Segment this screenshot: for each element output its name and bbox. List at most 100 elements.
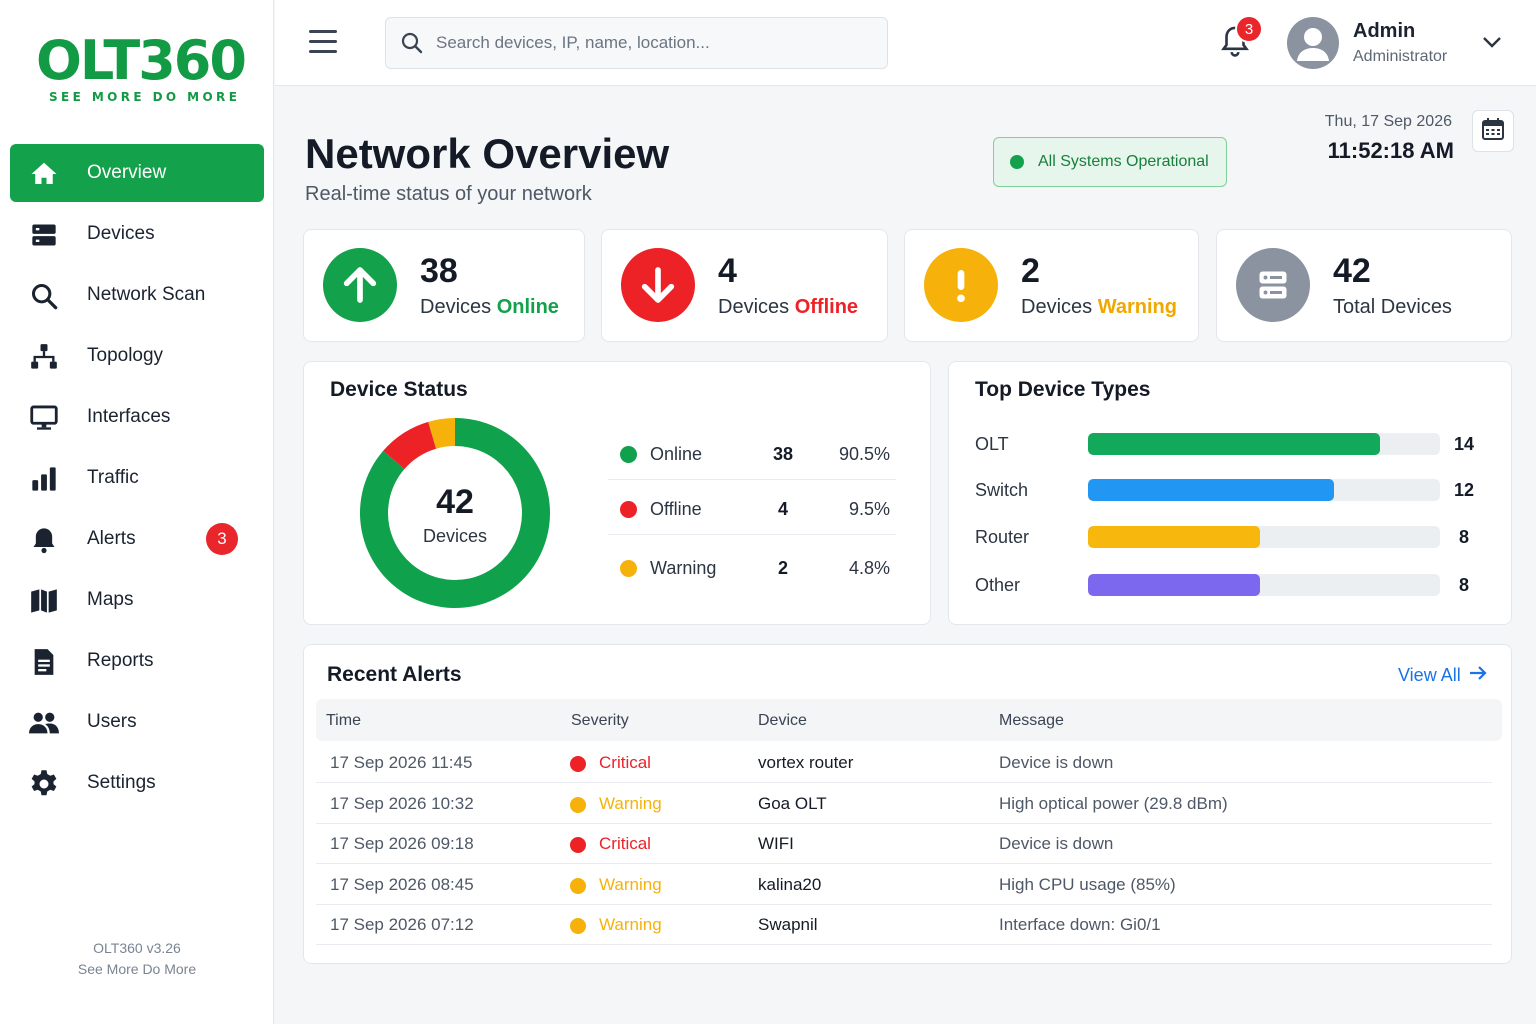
alert-time: 17 Sep 2026 10:32 xyxy=(330,793,474,813)
alert-device[interactable]: Goa OLT xyxy=(758,793,827,813)
status-row-warning: Warning 2 4.8% xyxy=(608,538,896,594)
version-number: OLT360 v3.26 xyxy=(93,940,181,956)
sidebar-item-users[interactable]: Users xyxy=(10,693,264,751)
stat-label-prefix: Devices xyxy=(718,296,795,318)
status-count: 38 xyxy=(772,444,794,464)
topology-icon xyxy=(28,341,60,373)
device-status-donut-chart xyxy=(360,418,550,608)
donut-center: 42 Devices xyxy=(360,483,550,547)
search-icon xyxy=(400,31,424,60)
stat-label-highlight: Online xyxy=(496,296,559,318)
table-row[interactable]: 17 Sep 2026 08:45 Warning kalina20 High CPU… xyxy=(316,864,1492,905)
status-count: 2 xyxy=(777,558,788,578)
alert-device[interactable]: kalina20 xyxy=(758,874,822,894)
alert-time: 17 Sep 2026 08:45 xyxy=(330,874,474,894)
donut-total: 42 xyxy=(436,483,474,521)
status-name: Online xyxy=(650,444,703,464)
sidebar-item-traffic[interactable]: Traffic xyxy=(10,449,264,507)
device-type-row: Other 8 xyxy=(975,571,1485,601)
app-version: OLT360 v3.26 See More Do More xyxy=(0,938,274,980)
sidebar-item-settings[interactable]: Settings xyxy=(10,754,264,812)
map-icon xyxy=(28,585,60,617)
sidebar-item-label: Topology xyxy=(87,345,164,366)
status-name: Warning xyxy=(650,558,717,578)
device-type-row: Switch 12 xyxy=(975,476,1485,506)
donut-slice-warning[interactable] xyxy=(428,418,455,449)
status-percent: 4.8% xyxy=(848,558,890,578)
status-row-offline: Offline 4 9.5% xyxy=(608,479,896,535)
search-icon xyxy=(28,280,60,312)
sidebar-item-topology[interactable]: Topology xyxy=(10,327,264,385)
document-icon xyxy=(28,646,60,678)
system-status-badge: All Systems Operational xyxy=(993,137,1227,187)
alert-message: High optical power (29.8 dBm) xyxy=(999,793,1228,813)
column-header[interactable]: Severity xyxy=(571,712,629,729)
sidebar-item-overview[interactable]: Overview xyxy=(10,144,264,202)
device-type-bar-track xyxy=(1088,433,1440,455)
device-type-row: OLT 14 xyxy=(975,430,1485,460)
alert-message: Device is down xyxy=(999,753,1114,772)
server-icon xyxy=(1236,248,1310,322)
sidebar-item-alerts[interactable]: Alerts 3 xyxy=(10,510,264,568)
arrow-up-icon xyxy=(323,248,397,322)
chevron-down-icon[interactable] xyxy=(1481,34,1503,55)
calendar-button[interactable] xyxy=(1472,110,1514,152)
severity-dot-icon xyxy=(570,756,586,772)
alerts-table-header: Time Severity Device Message xyxy=(316,699,1502,741)
sidebar-item-network-scan[interactable]: Network Scan xyxy=(10,266,264,324)
legend-dot-icon xyxy=(620,446,637,463)
donut-slice-offline[interactable] xyxy=(383,421,437,470)
sidebar-item-devices[interactable]: Devices xyxy=(10,205,264,263)
table-row[interactable]: 17 Sep 2026 10:32 Warning Goa OLT High opti… xyxy=(316,783,1492,824)
table-row[interactable]: 17 Sep 2026 11:45 Critical vortex router De… xyxy=(316,742,1492,783)
donut-total-label: Devices xyxy=(422,526,488,546)
alert-device[interactable]: WIFI xyxy=(758,834,794,853)
brand-logo[interactable]: OLT360 SEE MORE DO MORE xyxy=(36,30,247,105)
table-row[interactable]: 17 Sep 2026 07:12 Warning Swapnil Interface… xyxy=(316,904,1492,945)
alert-device[interactable]: Swapnil xyxy=(758,915,818,934)
alert-message: Interface down: Gi0/1 xyxy=(999,915,1161,934)
donut-slice-online[interactable] xyxy=(360,418,550,608)
recent-alerts-card: Recent Alerts View All Time Severity Dev… xyxy=(303,644,1512,964)
column-header[interactable]: Device xyxy=(758,712,807,729)
sidebar-item-reports[interactable]: Reports xyxy=(10,632,264,690)
sidebar-item-label: Devices xyxy=(87,223,155,244)
stat-label: Devices Warning xyxy=(1021,296,1177,319)
sidebar-item-interfaces[interactable]: Interfaces xyxy=(10,388,264,446)
notification-count-badge: 3 xyxy=(1235,15,1263,43)
table-row[interactable]: 17 Sep 2026 09:18 Critical WIFI Device is d… xyxy=(316,823,1492,864)
device-type-value: 8 xyxy=(1458,527,1469,547)
search-input[interactable] xyxy=(436,23,876,63)
users-icon xyxy=(28,707,60,739)
stat-value: 38 xyxy=(420,252,458,290)
column-header[interactable]: Time xyxy=(326,712,361,729)
alert-severity: Warning xyxy=(599,793,662,813)
top-bar: 3 Admin Administrator xyxy=(275,0,1536,86)
sidebar-item-label: Settings xyxy=(87,772,156,793)
sidebar-item-label: Traffic xyxy=(87,467,139,488)
sidebar-item-maps[interactable]: Maps xyxy=(10,571,264,629)
menu-toggle-icon[interactable] xyxy=(309,30,337,54)
user-avatar[interactable] xyxy=(1287,17,1339,69)
sidebar-item-label: Users xyxy=(87,711,137,732)
view-all-link[interactable]: View All xyxy=(1398,665,1487,686)
device-type-value: 8 xyxy=(1458,575,1469,595)
search-bar[interactable] xyxy=(385,17,888,69)
stat-label: Devices Online xyxy=(420,296,559,319)
column-header[interactable]: Message xyxy=(999,712,1064,729)
brand-tagline: SEE MORE DO MORE xyxy=(49,90,241,104)
sidebar-item-label: Interfaces xyxy=(87,406,171,427)
stat-label-highlight: Warning xyxy=(1097,296,1177,318)
stat-card-offline[interactable]: 4 Devices Offline xyxy=(601,229,888,342)
stat-card-online[interactable]: 38 Devices Online xyxy=(303,229,585,342)
device-status-title: Device Status xyxy=(330,378,468,401)
system-status-text: All Systems Operational xyxy=(1038,153,1209,170)
sidebar-item-label: Reports xyxy=(87,650,154,671)
user-name[interactable]: Admin xyxy=(1353,20,1416,42)
stat-card-total[interactable]: 42 Total Devices xyxy=(1216,229,1512,342)
stat-label-prefix: Total Devices xyxy=(1333,296,1452,318)
alert-device[interactable]: vortex router xyxy=(758,753,854,772)
stat-value: 2 xyxy=(1021,252,1040,290)
stat-card-warning[interactable]: 2 Devices Warning xyxy=(904,229,1199,342)
device-type-label: Router xyxy=(975,527,1030,547)
